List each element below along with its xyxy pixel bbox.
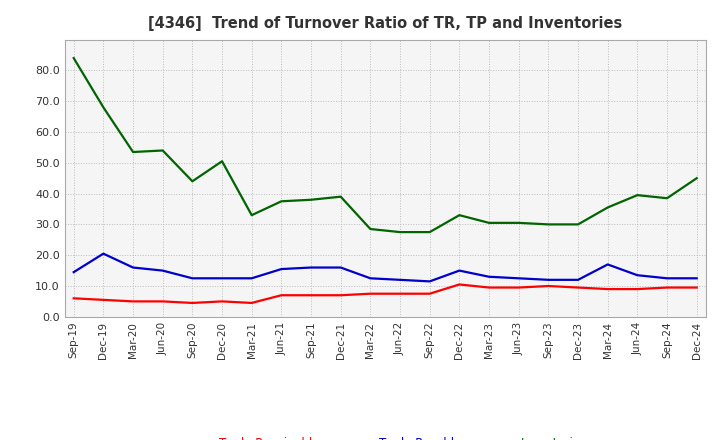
Trade Payables xyxy=(426,279,434,284)
Trade Payables xyxy=(158,268,167,273)
Inventories xyxy=(129,149,138,154)
Trade Payables xyxy=(603,262,612,267)
Inventories xyxy=(485,220,493,225)
Trade Payables xyxy=(217,275,226,281)
Inventories xyxy=(693,176,701,181)
Inventories xyxy=(426,230,434,235)
Trade Payables xyxy=(366,275,374,281)
Trade Payables xyxy=(99,251,108,256)
Inventories xyxy=(217,158,226,164)
Line: Inventories: Inventories xyxy=(73,58,697,232)
Trade Payables xyxy=(544,277,553,282)
Inventories xyxy=(544,222,553,227)
Trade Payables xyxy=(574,277,582,282)
Legend: Trade Receivables, Trade Payables, Inventories: Trade Receivables, Trade Payables, Inven… xyxy=(179,433,591,440)
Trade Payables xyxy=(188,275,197,281)
Text: [4346]  Trend of Turnover Ratio of TR, TP and Inventories: [4346] Trend of Turnover Ratio of TR, TP… xyxy=(148,16,622,32)
Trade Payables xyxy=(277,266,286,271)
Trade Payables xyxy=(693,275,701,281)
Trade Receivables xyxy=(485,285,493,290)
Trade Payables xyxy=(248,275,256,281)
Trade Receivables xyxy=(129,299,138,304)
Inventories xyxy=(158,148,167,153)
Trade Receivables xyxy=(455,282,464,287)
Trade Receivables xyxy=(662,285,671,290)
Inventories xyxy=(514,220,523,225)
Trade Receivables xyxy=(693,285,701,290)
Inventories xyxy=(603,205,612,210)
Trade Receivables xyxy=(574,285,582,290)
Trade Receivables xyxy=(544,283,553,289)
Trade Payables xyxy=(69,269,78,275)
Trade Payables xyxy=(662,275,671,281)
Trade Receivables xyxy=(307,293,315,298)
Trade Receivables xyxy=(396,291,405,297)
Trade Payables xyxy=(336,265,345,270)
Trade Receivables xyxy=(188,300,197,305)
Trade Receivables xyxy=(99,297,108,303)
Trade Payables xyxy=(129,265,138,270)
Inventories xyxy=(396,230,405,235)
Trade Payables xyxy=(633,272,642,278)
Inventories xyxy=(69,55,78,61)
Inventories xyxy=(366,226,374,231)
Trade Receivables xyxy=(248,300,256,305)
Trade Payables xyxy=(455,268,464,273)
Trade Payables xyxy=(307,265,315,270)
Trade Receivables xyxy=(69,296,78,301)
Inventories xyxy=(277,198,286,204)
Trade Payables xyxy=(485,274,493,279)
Trade Receivables xyxy=(603,286,612,292)
Inventories xyxy=(307,197,315,202)
Trade Receivables xyxy=(158,299,167,304)
Inventories xyxy=(455,213,464,218)
Inventories xyxy=(336,194,345,199)
Inventories xyxy=(99,105,108,110)
Trade Receivables xyxy=(633,286,642,292)
Inventories xyxy=(633,192,642,198)
Trade Payables xyxy=(396,277,405,282)
Trade Receivables xyxy=(336,293,345,298)
Trade Receivables xyxy=(277,293,286,298)
Trade Receivables xyxy=(426,291,434,297)
Line: Trade Payables: Trade Payables xyxy=(73,253,697,282)
Inventories xyxy=(188,179,197,184)
Trade Receivables xyxy=(366,291,374,297)
Inventories xyxy=(248,213,256,218)
Trade Receivables xyxy=(514,285,523,290)
Trade Payables xyxy=(514,275,523,281)
Inventories xyxy=(662,195,671,201)
Trade Receivables xyxy=(217,299,226,304)
Line: Trade Receivables: Trade Receivables xyxy=(73,284,697,303)
Inventories xyxy=(574,222,582,227)
